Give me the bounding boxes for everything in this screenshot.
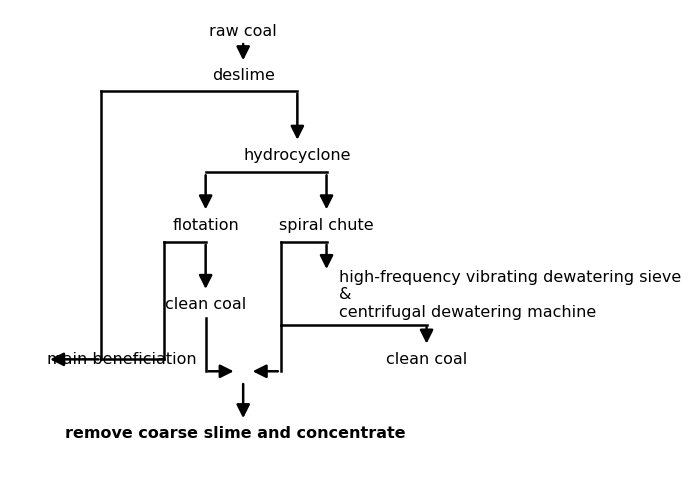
Text: hydrocyclone: hydrocyclone — [244, 148, 351, 163]
Text: clean coal: clean coal — [386, 352, 467, 367]
Text: spiral chute: spiral chute — [279, 218, 374, 233]
Text: deslime: deslime — [211, 69, 274, 83]
Text: flotation: flotation — [172, 218, 239, 233]
Text: clean coal: clean coal — [165, 297, 246, 312]
Text: raw coal: raw coal — [209, 24, 277, 39]
Text: remove coarse slime and concentrate: remove coarse slime and concentrate — [64, 426, 405, 441]
Text: high-frequency vibrating dewatering sieve
&
centrifugal dewatering machine: high-frequency vibrating dewatering siev… — [339, 270, 681, 319]
Text: main beneficiation: main beneficiation — [47, 352, 197, 367]
